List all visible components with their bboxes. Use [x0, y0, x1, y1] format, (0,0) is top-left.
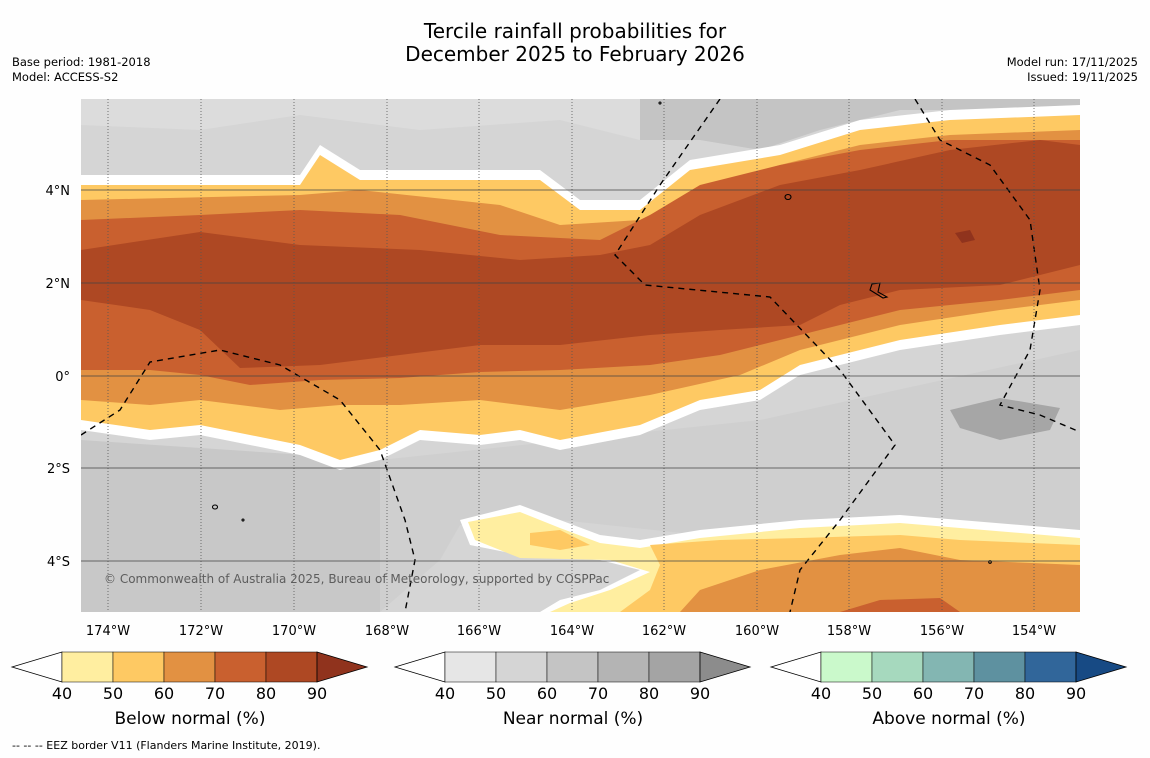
colorbar-segment: [495, 651, 548, 683]
colorbar-tick-label: 80: [639, 684, 659, 703]
colorbar-tick-label: 40: [811, 684, 831, 703]
colorbar-segment: [820, 651, 873, 683]
lon-tick-label: 154°W: [1012, 624, 1056, 639]
eez-footnote: -- -- -- EEZ border V11 (Flanders Marine…: [12, 739, 321, 752]
south-below-50-patch: [530, 530, 590, 550]
colorbar-segment: [597, 651, 650, 683]
colorbar-near-normal: 40 50 60 70 80 90: [393, 651, 752, 703]
copyright-notice: © Commonwealth of Australia 2025, Bureau…: [104, 572, 609, 586]
colorbar-min-extension: [769, 651, 822, 683]
colorbar-below-normal: 40 50 60 70 80 90: [10, 651, 369, 703]
longitude-axis: 174°W 172°W 170°W 168°W 166°W 164°W 162°W 160°W…: [86, 624, 1056, 639]
colorbar-max-extension: [1075, 651, 1128, 683]
meta-right: Model run: 17/11/2025 Issued: 19/11/2025: [1007, 55, 1138, 85]
colorbar-above-label: Above normal (%): [872, 709, 1026, 729]
model-name: Model: ACCESS-S2: [12, 70, 119, 84]
lon-tick-label: 158°W: [827, 624, 871, 639]
colorbar-tick-label: 80: [256, 684, 276, 703]
colorbar-tick-label: 60: [537, 684, 557, 703]
model-run: Model run: 17/11/2025: [1006, 55, 1138, 69]
colorbar-segment: [546, 651, 599, 683]
colorbar-below-label: Below normal (%): [114, 709, 266, 729]
colorbar-segment: [444, 651, 497, 683]
colorbar-segment: [1024, 651, 1077, 683]
lon-tick-label: 174°W: [86, 624, 130, 639]
near-normal-70-patch: [950, 398, 1060, 440]
lon-tick-label: 164°W: [550, 624, 594, 639]
colorbars: 40 50 60 70 80 90 40 50 60 70 80 90 40 50 60 70 80 90: [10, 651, 1128, 703]
colorbar-tick-label: 50: [486, 684, 506, 703]
colorbar-tick-label: 70: [588, 684, 608, 703]
base-period: Base period: 1981-2018: [12, 55, 151, 69]
colorbar-max-extension: [316, 651, 369, 683]
colorbar-tick-label: 40: [435, 684, 455, 703]
issued-date: Issued: 19/11/2025: [1027, 70, 1138, 84]
lat-tick-label: 2°N: [46, 277, 71, 292]
title-line-1: Tercile rainfall probabilities for: [423, 19, 727, 43]
south-below-60: [680, 548, 1080, 612]
lat-tick-label: 0°: [55, 370, 70, 385]
colorbar-segment: [163, 651, 216, 683]
colorbar-segment: [648, 651, 701, 683]
below-90-patch: [955, 230, 975, 243]
colorbar-tick-label: 90: [690, 684, 710, 703]
colorbar-segment: [265, 651, 318, 683]
colorbar-tick-label: 50: [862, 684, 882, 703]
meta-left: Base period: 1981-2018 Model: ACCESS-S2: [12, 55, 151, 85]
lon-tick-label: 160°W: [735, 624, 779, 639]
near-normal-southwest: [81, 440, 380, 612]
near-normal-northeast: [640, 99, 1080, 150]
rainfall-map: © Commonwealth of Australia 2025, Bureau…: [46, 99, 1080, 639]
colorbar-segment: [871, 651, 924, 683]
colorbar-above-normal: 40 50 60 70 80 90: [769, 651, 1128, 703]
colorbar-min-extension: [393, 651, 446, 683]
colorbar-segment: [973, 651, 1026, 683]
lon-tick-label: 168°W: [365, 624, 409, 639]
near-normal-north: [81, 99, 640, 140]
colorbar-tick-label: 50: [103, 684, 123, 703]
colorbar-tick-label: 60: [154, 684, 174, 703]
lat-tick-label: 4°S: [47, 555, 70, 570]
colorbar-near-label: Near normal (%): [502, 709, 644, 729]
graticule: [81, 99, 1080, 612]
title-line-2: December 2025 to February 2026: [405, 42, 745, 66]
colorbar-tick-label: 90: [1066, 684, 1086, 703]
lon-tick-label: 166°W: [457, 624, 501, 639]
colorbar-segment: [112, 651, 165, 683]
colorbar-tick-label: 90: [307, 684, 327, 703]
eez-borders: [81, 99, 1080, 612]
colorbar-tick-label: 80: [1015, 684, 1035, 703]
colorbar-segment: [922, 651, 975, 683]
colorbar-segment: [214, 651, 267, 683]
colorbar-segment: [61, 651, 114, 683]
colorbar-min-extension: [10, 651, 63, 683]
lon-tick-label: 162°W: [642, 624, 686, 639]
colorbar-tick-label: 70: [964, 684, 984, 703]
latitude-axis: 4°N 2°N 0° 2°S 4°S: [46, 184, 71, 570]
near-normal-south: [380, 350, 1080, 612]
lon-tick-label: 156°W: [920, 624, 964, 639]
lat-tick-label: 4°N: [46, 184, 71, 199]
map-field: © Commonwealth of Australia 2025, Bureau…: [81, 99, 1080, 612]
lon-tick-label: 170°W: [272, 624, 316, 639]
lon-tick-label: 172°W: [179, 624, 223, 639]
colorbar-max-extension: [699, 651, 752, 683]
colorbar-tick-label: 70: [205, 684, 225, 703]
lat-tick-label: 2°S: [47, 462, 70, 477]
south-below-70: [840, 598, 960, 612]
colorbar-tick-label: 60: [913, 684, 933, 703]
colorbar-tick-label: 40: [52, 684, 72, 703]
below-80: [81, 140, 1080, 368]
